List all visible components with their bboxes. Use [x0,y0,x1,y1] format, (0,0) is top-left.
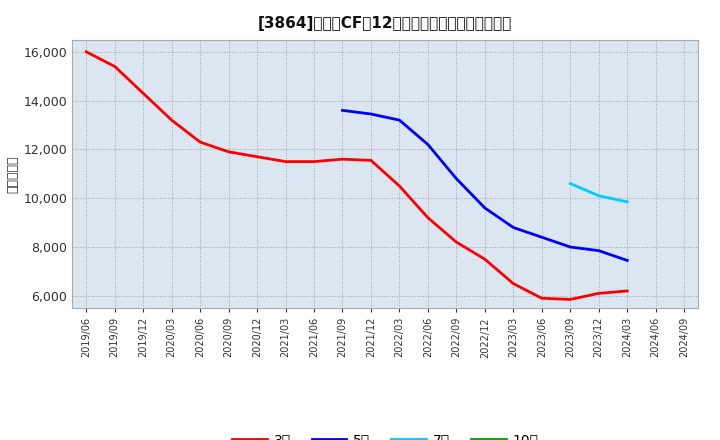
5年 [366,111,375,117]
Line: 3年: 3年 [86,52,627,300]
3年 [509,281,518,286]
Line: 5年: 5年 [343,110,627,260]
3年 [338,157,347,162]
3年 [225,149,233,154]
3年 [537,296,546,301]
5年 [480,205,489,211]
3年 [395,183,404,189]
Y-axis label: （百万円）: （百万円） [6,155,19,193]
3年 [623,288,631,293]
5年 [452,176,461,181]
3年 [366,158,375,163]
3年 [566,297,575,302]
3年 [310,159,318,164]
Legend: 3年, 5年, 7年, 10年: 3年, 5年, 7年, 10年 [226,428,544,440]
7年 [623,199,631,205]
3年 [282,159,290,164]
5年 [395,117,404,123]
5年 [537,235,546,240]
3年 [480,257,489,262]
3年 [110,64,119,69]
3年 [423,215,432,220]
7年 [595,193,603,198]
Line: 7年: 7年 [570,183,627,202]
5年 [566,244,575,249]
5年 [623,258,631,263]
3年 [452,239,461,245]
5年 [423,142,432,147]
Title: [3864]　営業CFの12か月移動合計の平均値の推移: [3864] 営業CFの12か月移動合計の平均値の推移 [258,16,513,32]
3年 [196,139,204,145]
5年 [338,108,347,113]
3年 [253,154,261,159]
3年 [139,91,148,96]
3年 [595,291,603,296]
7年 [566,181,575,186]
5年 [595,248,603,253]
3年 [82,49,91,55]
3年 [167,117,176,123]
5年 [509,225,518,230]
